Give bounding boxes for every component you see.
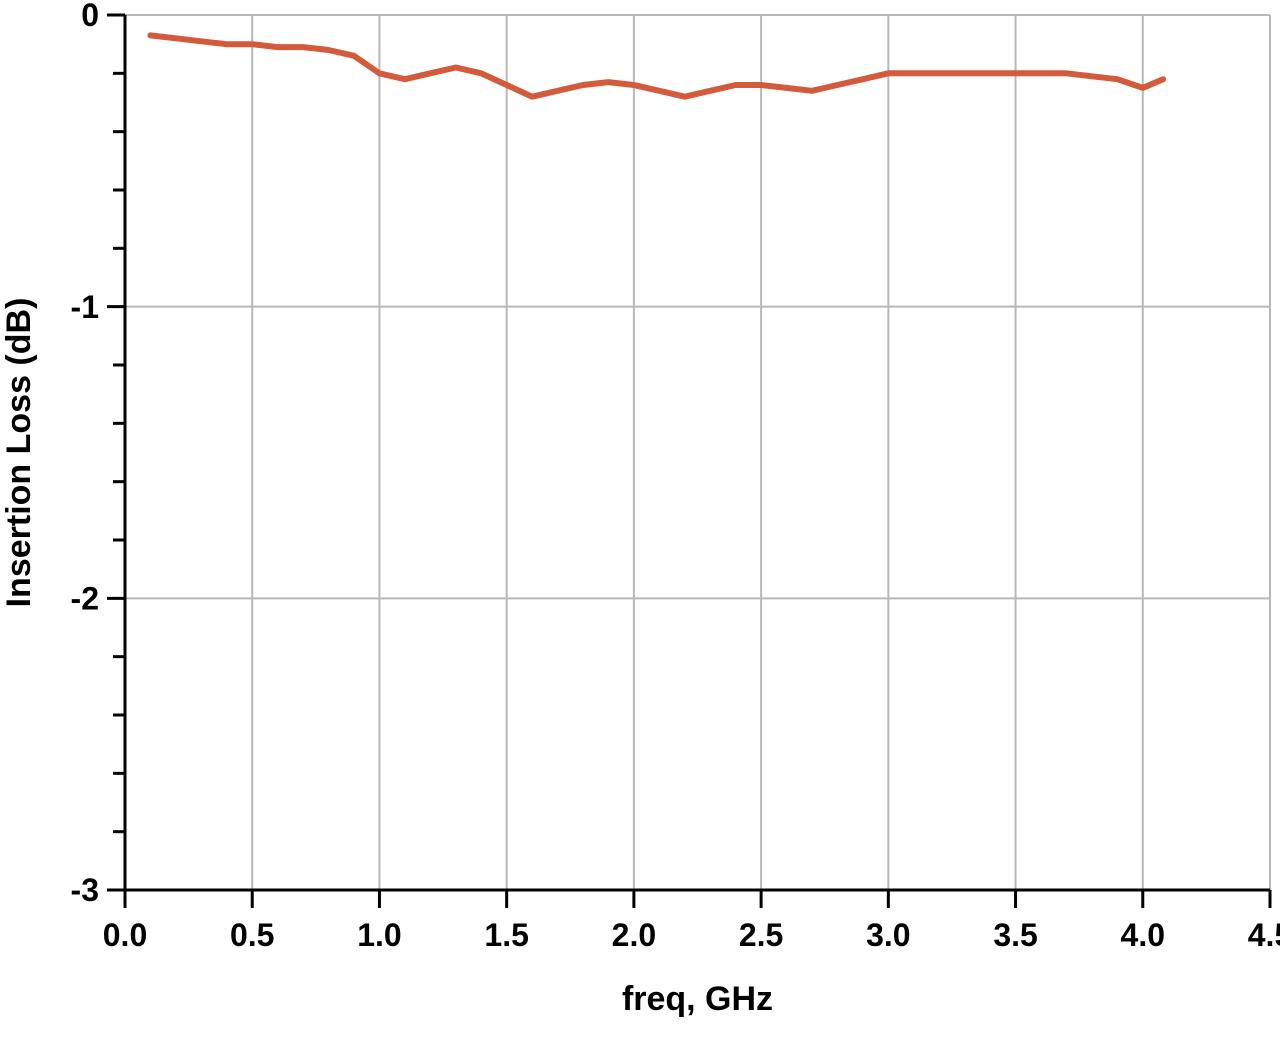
y-tick-label: -2 [71,581,99,617]
x-tick-label: 3.0 [866,917,910,953]
y-tick-label: 0 [81,0,99,33]
x-tick-label: 0.0 [103,917,147,953]
x-tick-label: 0.5 [230,917,274,953]
y-tick-label: -1 [71,289,99,325]
chart-svg: 0.0 0.5 1.0 1.5 2.0 2.5 3.0 3.5 4.0 4.5 -3 -2 -1 0 fre… [0,0,1280,1044]
x-tick-label: 4.0 [1121,917,1165,953]
x-tick-label: 3.5 [993,917,1037,953]
x-axis-label: freq, GHz [622,980,773,1018]
x-tick-label: 2.5 [739,917,783,953]
y-tick-label: -3 [71,872,99,908]
y-axis-label: Insertion Loss (dB) [0,298,38,608]
x-tick-label: 1.5 [484,917,528,953]
x-tick-label: 1.0 [357,917,401,953]
x-tick-label: 4.5 [1248,917,1280,953]
x-tick-label: 2.0 [612,917,656,953]
insertion-loss-chart: 0.0 0.5 1.0 1.5 2.0 2.5 3.0 3.5 4.0 4.5 -3 -2 -1 0 fre… [0,0,1280,1044]
